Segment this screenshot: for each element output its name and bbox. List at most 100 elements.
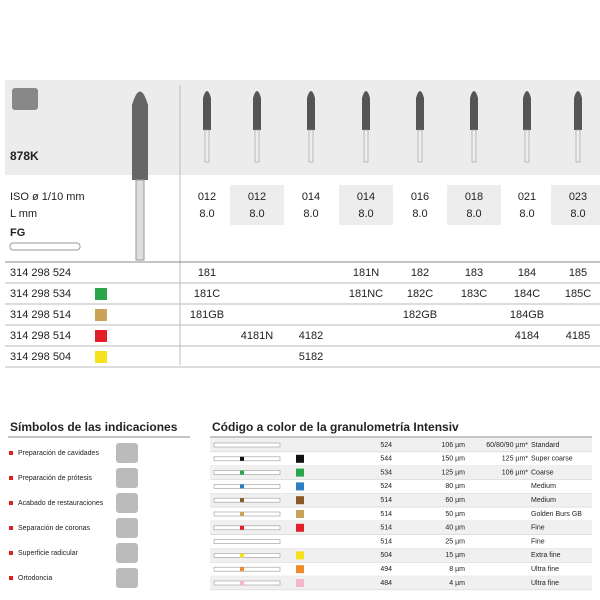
model-number: 5182 bbox=[299, 351, 323, 363]
bur-icon bbox=[213, 511, 281, 517]
bur-head bbox=[574, 91, 582, 130]
bullet bbox=[9, 451, 13, 455]
iso-cell: 014 bbox=[357, 191, 375, 203]
length-cell: 8.0 bbox=[249, 208, 264, 220]
grit-code: 514 bbox=[380, 525, 392, 532]
bur-head bbox=[523, 91, 531, 130]
grit-code: 534 bbox=[380, 469, 392, 476]
bur-icon bbox=[213, 539, 281, 544]
model-number: 185 bbox=[569, 267, 587, 279]
iso-cell: 018 bbox=[465, 191, 483, 203]
model-number: 181C bbox=[194, 288, 220, 300]
color-swatch bbox=[296, 468, 304, 477]
grit-size: 15 µm bbox=[445, 552, 465, 559]
grit-alt: 106 µm* bbox=[502, 469, 528, 476]
indication-icon bbox=[116, 543, 138, 563]
model-number: 4185 bbox=[566, 330, 590, 342]
row-shade bbox=[210, 493, 592, 508]
color-swatch bbox=[296, 551, 304, 560]
bur-neck bbox=[204, 129, 210, 163]
reference: 314 298 514 bbox=[10, 309, 71, 321]
color-swatch bbox=[296, 454, 304, 463]
length-cell: 8.0 bbox=[570, 208, 585, 220]
indication: Preparación de cavidades bbox=[18, 450, 99, 457]
grit-label: Fine bbox=[531, 538, 545, 545]
bur-icon bbox=[213, 525, 281, 531]
grit-size: 60 µm bbox=[445, 497, 465, 504]
bur-band bbox=[240, 525, 244, 530]
bur-head bbox=[253, 91, 261, 130]
reference: 314 298 514 bbox=[10, 330, 71, 342]
bur-neck bbox=[308, 129, 314, 163]
iso-cell: 012 bbox=[198, 191, 216, 203]
bur-band bbox=[240, 456, 244, 461]
bur-neck bbox=[363, 129, 369, 163]
bur-neck bbox=[417, 129, 423, 163]
color-swatch bbox=[296, 523, 304, 532]
grit-label: Ultra fine bbox=[531, 580, 559, 587]
main-bur-head bbox=[132, 91, 148, 180]
row-label: ISO ø 1/10 mm bbox=[10, 191, 85, 203]
grit-code: 524 bbox=[380, 483, 392, 490]
model-number: 184 bbox=[518, 267, 536, 279]
column-shade bbox=[339, 185, 393, 225]
product-code: 878K bbox=[10, 149, 39, 163]
length-cell: 8.0 bbox=[303, 208, 318, 220]
indication: Preparación de prótesis bbox=[18, 475, 92, 482]
main-bur-shank bbox=[135, 179, 145, 261]
tooth-icon bbox=[12, 88, 38, 110]
model-number: 181 bbox=[198, 267, 216, 279]
bur-icon bbox=[213, 442, 281, 448]
grit-code: 504 bbox=[380, 552, 392, 559]
bur-band bbox=[240, 553, 244, 558]
model-number: 183C bbox=[461, 288, 487, 300]
bur-band bbox=[240, 470, 244, 475]
indication-icon bbox=[116, 568, 138, 588]
indication: Separación de coronas bbox=[18, 525, 90, 532]
bur-band bbox=[240, 581, 244, 585]
indication-icon bbox=[116, 493, 138, 513]
grit-alt: 60/80/90 µm* bbox=[486, 442, 528, 449]
bullet bbox=[9, 576, 13, 580]
shank-icon bbox=[9, 242, 81, 251]
grit-label: Medium bbox=[531, 497, 556, 504]
color-swatch bbox=[95, 309, 107, 321]
color-swatch bbox=[95, 351, 107, 363]
bur-icon bbox=[213, 580, 281, 586]
bur-neck bbox=[575, 129, 581, 163]
model-number: 4184 bbox=[515, 330, 539, 342]
grit-label: Extra fine bbox=[531, 552, 561, 559]
row-shade bbox=[210, 576, 592, 590]
grit-size: 8 µm bbox=[449, 566, 465, 573]
bur-neck bbox=[471, 129, 477, 163]
bur-icon bbox=[213, 497, 281, 503]
column-shade bbox=[551, 185, 600, 225]
grit-code: 514 bbox=[380, 497, 392, 504]
model-number: 183 bbox=[465, 267, 483, 279]
length-cell: 8.0 bbox=[412, 208, 427, 220]
bullet bbox=[9, 501, 13, 505]
grit-code: 524 bbox=[380, 442, 392, 449]
bur-head bbox=[416, 91, 424, 130]
length-cell: 8.0 bbox=[199, 208, 214, 220]
bur-icon bbox=[213, 470, 281, 475]
row-label: L mm bbox=[10, 208, 37, 220]
indication: Superficie radicular bbox=[18, 550, 79, 557]
column-shade bbox=[447, 185, 501, 225]
reference: 314 298 524 bbox=[10, 267, 71, 279]
color-swatch bbox=[296, 565, 304, 574]
grit-size: 40 µm bbox=[445, 525, 465, 532]
grit-code: 514 bbox=[380, 538, 392, 545]
grit-code: 514 bbox=[380, 511, 392, 518]
grit-label: Medium bbox=[531, 483, 556, 490]
model-number: 185C bbox=[565, 288, 591, 300]
grit-size: 4 µm bbox=[449, 580, 465, 587]
iso-cell: 016 bbox=[411, 191, 429, 203]
model-number: 182GB bbox=[403, 309, 437, 321]
bur-band bbox=[240, 484, 244, 489]
grit-label: Golden Burs GB bbox=[531, 511, 582, 518]
iso-cell: 012 bbox=[248, 191, 266, 203]
grit-size: 150 µm bbox=[442, 456, 466, 463]
bullet bbox=[9, 526, 13, 530]
